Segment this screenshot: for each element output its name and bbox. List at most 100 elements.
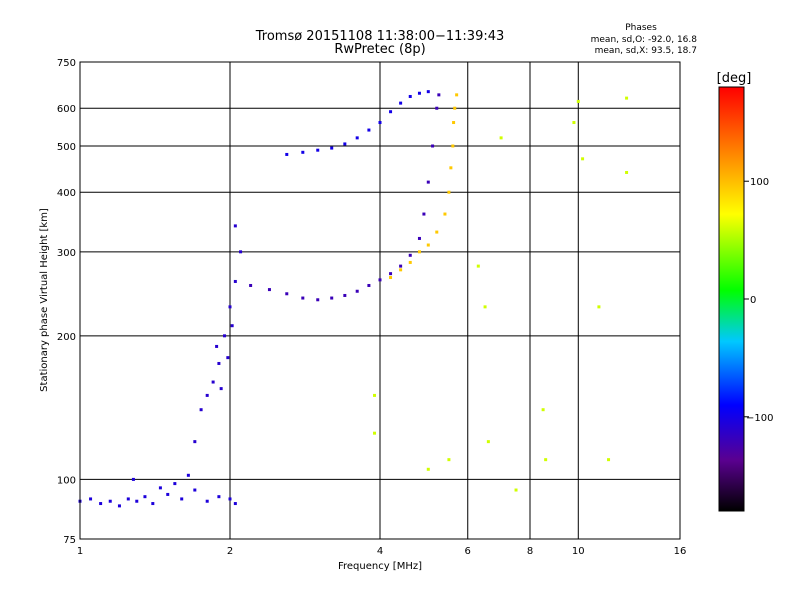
colorbar: [deg] 100 0 −100 — [717, 71, 773, 512]
data-point — [135, 499, 139, 503]
colorbar-label: [deg] — [717, 71, 752, 86]
data-point — [625, 96, 629, 100]
y-tick-labels: 75 100 200 300 400 500 600 750 — [57, 58, 76, 546]
data-point — [108, 499, 112, 503]
data-point — [435, 230, 439, 234]
data-point — [389, 110, 393, 114]
data-point — [267, 288, 271, 292]
data-point — [193, 440, 197, 444]
data-point — [572, 121, 576, 125]
data-point — [597, 305, 601, 309]
data-point — [343, 142, 347, 146]
data-point — [435, 106, 439, 110]
data-point — [408, 260, 412, 264]
data-point — [408, 94, 412, 98]
data-point — [389, 276, 393, 280]
data-point — [199, 408, 203, 412]
plot-area: 1 2 4 6 8 10 16 75 100 200 300 400 500 600 750 — [57, 58, 686, 557]
data-point — [239, 250, 243, 254]
data-point — [541, 408, 545, 412]
data-points — [78, 90, 629, 508]
data-point — [422, 212, 426, 216]
data-point — [316, 298, 320, 302]
data-point — [158, 486, 162, 490]
data-point — [330, 146, 334, 150]
colorbar-gradient — [718, 86, 745, 512]
data-point — [451, 144, 455, 148]
colorbar-tick-label: −100 — [746, 413, 773, 424]
y-tick-label: 750 — [57, 58, 76, 69]
data-point — [437, 93, 441, 97]
data-point — [476, 264, 480, 268]
data-point — [215, 344, 219, 348]
data-point — [455, 93, 459, 97]
colorbar-tick-label: 0 — [750, 295, 756, 306]
data-point — [449, 166, 453, 170]
x-tick-label: 16 — [674, 546, 687, 557]
data-point — [173, 482, 177, 486]
y-tick-label: 300 — [57, 248, 76, 259]
data-point — [486, 440, 490, 444]
data-point — [399, 101, 403, 105]
data-point — [443, 212, 447, 216]
data-point — [343, 293, 347, 297]
x-tick-label: 1 — [77, 546, 83, 557]
data-point — [285, 152, 289, 156]
data-point — [399, 264, 403, 268]
data-point — [378, 121, 382, 125]
data-point — [330, 296, 334, 300]
data-point — [180, 497, 184, 501]
data-point — [607, 458, 611, 462]
data-point — [228, 497, 232, 501]
data-point — [367, 283, 371, 287]
data-point — [544, 458, 548, 462]
data-point — [143, 495, 147, 499]
y-tick-label: 500 — [57, 142, 76, 153]
data-point — [228, 305, 232, 309]
data-point — [367, 128, 371, 132]
y-tick-label: 600 — [57, 104, 76, 115]
data-point — [499, 136, 503, 140]
grid-lines — [80, 62, 680, 539]
y-tick-label: 400 — [57, 188, 76, 199]
data-point — [301, 150, 305, 154]
x-axis-label: Frequency [MHz] — [338, 561, 422, 572]
data-point — [205, 393, 209, 397]
x-tick-label: 10 — [572, 546, 585, 557]
data-point — [426, 180, 430, 184]
data-point — [285, 292, 289, 296]
data-point — [186, 473, 190, 477]
data-point — [233, 279, 237, 283]
data-point — [389, 272, 393, 276]
data-point — [378, 278, 382, 282]
chart-title: Tromsø 20151108 11:38:00−11:39:43 — [255, 29, 505, 44]
data-point — [426, 90, 430, 94]
data-point — [514, 488, 518, 492]
data-point — [219, 387, 223, 391]
data-point — [230, 324, 234, 328]
data-point — [452, 121, 456, 125]
data-point — [355, 289, 359, 293]
data-point — [426, 467, 430, 471]
data-point — [226, 356, 230, 360]
y-tick-label: 100 — [57, 475, 76, 486]
data-point — [483, 305, 487, 309]
data-point — [453, 106, 457, 110]
data-point — [233, 224, 237, 228]
x-tick-label: 6 — [465, 546, 471, 557]
data-point — [316, 148, 320, 152]
x-tick-labels: 1 2 4 6 8 10 16 — [77, 546, 687, 557]
data-point — [373, 393, 377, 397]
colorbar-ticks: 100 0 −100 — [744, 177, 773, 424]
data-point — [581, 157, 585, 161]
x-tick-label: 8 — [527, 546, 533, 557]
data-point — [417, 250, 421, 254]
data-point — [217, 361, 221, 365]
data-point — [625, 170, 629, 174]
x-tick-label: 4 — [377, 546, 383, 557]
y-axis-label: Stationary phase Virtual Height [km] — [39, 208, 50, 392]
data-point — [166, 492, 170, 496]
data-point — [355, 136, 359, 140]
colorbar-tick-label: 100 — [750, 177, 769, 188]
